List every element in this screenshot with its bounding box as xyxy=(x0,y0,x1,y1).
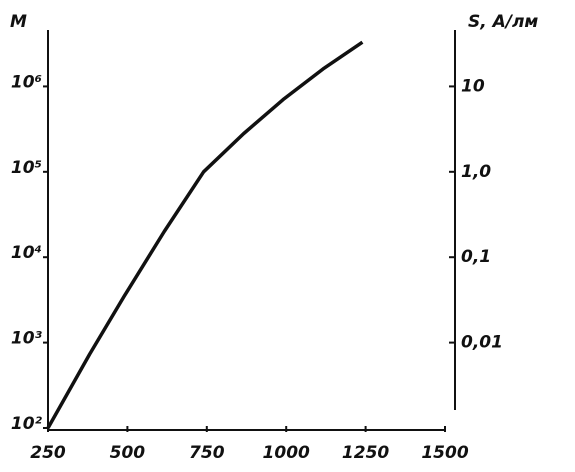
y2-tick-label: 10 xyxy=(461,76,485,96)
y2-axis-label: S, A/лм xyxy=(468,12,538,32)
x-tick-label: 1250 xyxy=(342,443,389,463)
y-tick-label: 10² xyxy=(11,414,43,434)
x-tick-label: 750 xyxy=(189,443,225,463)
y-tick-label: 10⁶ xyxy=(11,72,42,92)
x-tick-label: 1500 xyxy=(421,443,468,463)
x-tick-label: 250 xyxy=(30,443,66,463)
curve xyxy=(46,40,364,429)
y2-tick-label: 0,01 xyxy=(461,333,503,353)
y2-tick-label: 0,1 xyxy=(461,247,491,267)
x-tick-label: 500 xyxy=(110,443,146,463)
y-tick-label: 10⁵ xyxy=(11,158,42,178)
x-tick-label: 1000 xyxy=(263,443,310,463)
y-tick-label: 10⁴ xyxy=(11,243,42,263)
y2-tick-label: 1,0 xyxy=(461,162,491,182)
y-tick-label: 10³ xyxy=(11,329,43,349)
y-axis-label: M xyxy=(10,12,27,32)
